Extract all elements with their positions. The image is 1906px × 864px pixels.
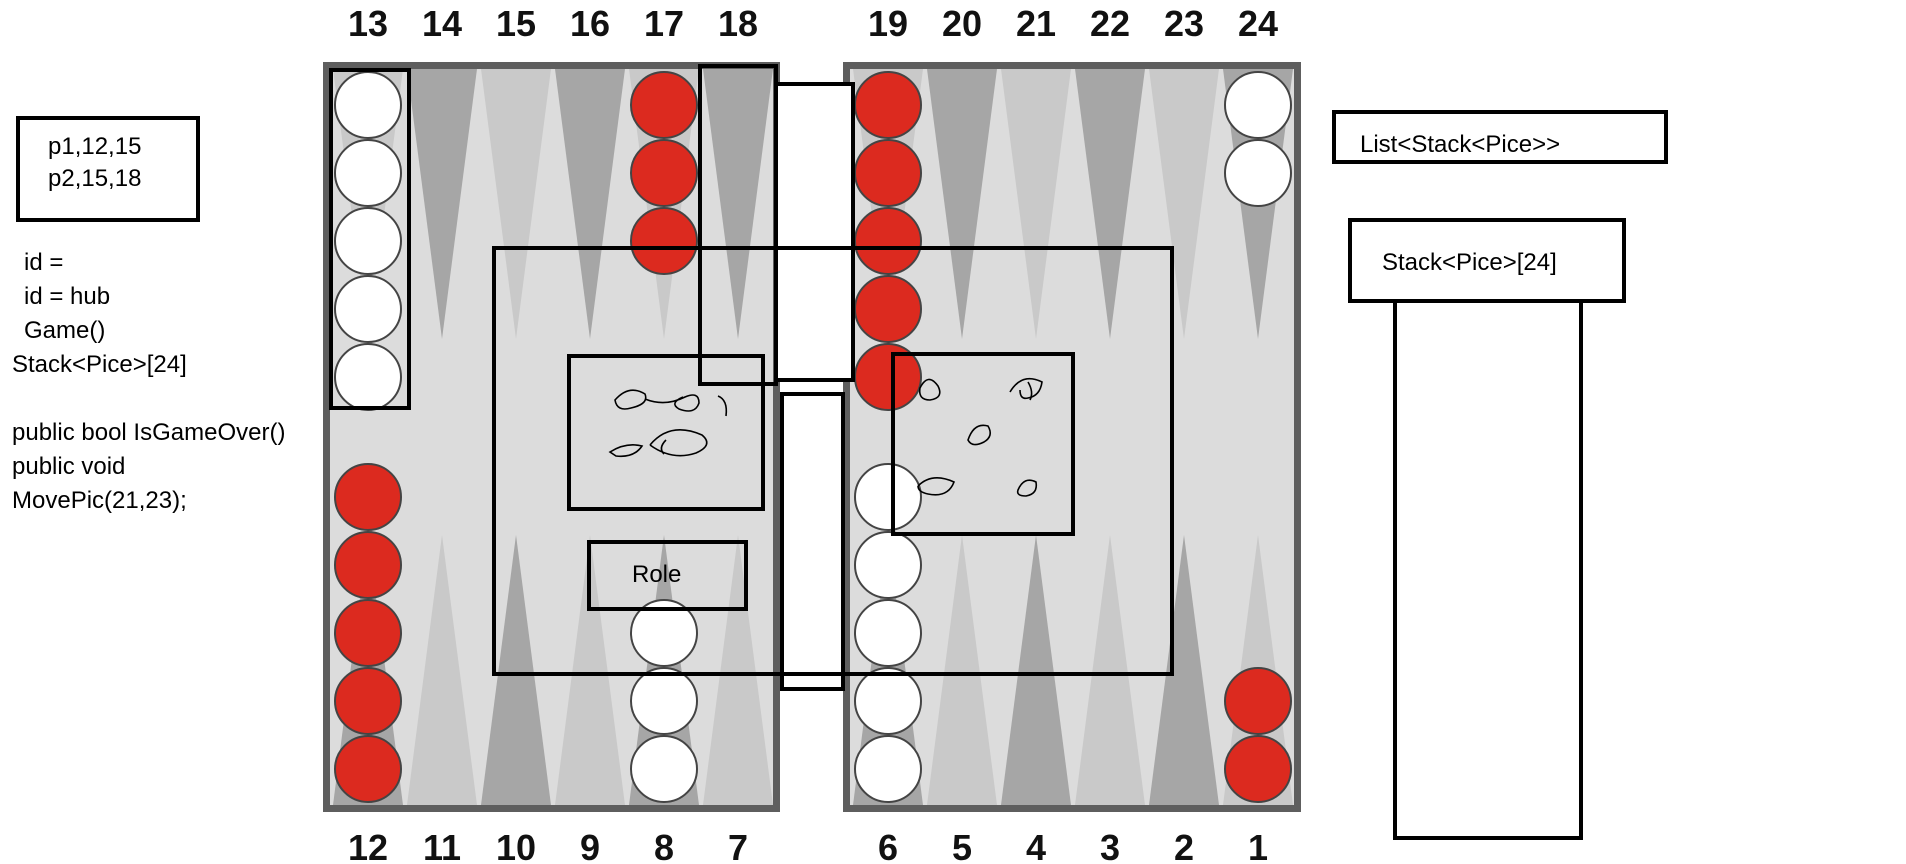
- role-button-box[interactable]: [587, 540, 748, 611]
- right-dice-scribbles: [917, 377, 1043, 497]
- white-checker[interactable]: [630, 599, 698, 667]
- white-checker[interactable]: [334, 343, 402, 411]
- bottom-point-label: 4: [1026, 827, 1046, 864]
- bottom-point-label: 2: [1174, 827, 1194, 864]
- point-13-highlight: [329, 68, 411, 410]
- red-checker[interactable]: [630, 207, 698, 275]
- white-checker[interactable]: [334, 139, 402, 207]
- white-checker[interactable]: [854, 463, 922, 531]
- point-triangle-7: [703, 535, 773, 805]
- red-checker[interactable]: [854, 71, 922, 139]
- point-triangle-18: [703, 69, 773, 339]
- bar-upper-box: [774, 82, 855, 382]
- top-point-label: 22: [1090, 3, 1130, 44]
- top-point-label: 24: [1238, 3, 1278, 44]
- point-triangle-2: [1149, 535, 1219, 805]
- white-checker[interactable]: [854, 599, 922, 667]
- point-triangle-4: [1001, 535, 1071, 805]
- point-triangle-10: [481, 535, 551, 805]
- point-triangle-11: [407, 535, 477, 805]
- left-dice-scribbles: [608, 389, 728, 458]
- bottom-point-label: 6: [878, 827, 898, 864]
- top-point-label: 23: [1164, 3, 1204, 44]
- point-triangle-3: [1075, 535, 1145, 805]
- bottom-point-label: 1: [1248, 827, 1268, 864]
- bottom-point-label: 7: [728, 827, 748, 864]
- red-checker[interactable]: [334, 735, 402, 803]
- left-dice-box: [567, 354, 765, 511]
- bar-lower-box: [780, 392, 845, 691]
- white-checker[interactable]: [630, 735, 698, 803]
- top-point-label: 15: [496, 3, 536, 44]
- point-triangle-22: [1075, 69, 1145, 339]
- stack-column-box: [1393, 299, 1583, 840]
- bottom-point-label: 3: [1100, 827, 1120, 864]
- red-checker[interactable]: [854, 139, 922, 207]
- white-checker[interactable]: [630, 667, 698, 735]
- hand-drawn-overlay: [16, 64, 1668, 840]
- point-triangle-16: [555, 69, 625, 339]
- red-checker[interactable]: [630, 139, 698, 207]
- list-stack-box: [1332, 110, 1668, 164]
- stack-array-label: Stack<Pice>[24]: [1382, 249, 1557, 276]
- code-line-id-hub: id = hub: [24, 283, 111, 310]
- red-checker[interactable]: [854, 207, 922, 275]
- role-button-label: Role: [632, 561, 682, 588]
- top-point-label: 17: [644, 3, 684, 44]
- bottom-point-label: 10: [496, 827, 536, 864]
- code-line-game: Game(): [24, 317, 106, 344]
- code-line-move-pic: MovePic(21,23);: [12, 487, 187, 514]
- bottom-point-label: 11: [423, 827, 461, 864]
- white-checker[interactable]: [1224, 71, 1292, 139]
- player-info-box: [16, 116, 200, 222]
- top-point-label: 20: [942, 3, 982, 44]
- right-dice-box: [891, 352, 1075, 536]
- white-checker[interactable]: [854, 531, 922, 599]
- list-stack-label: List<Stack<Pice>>: [1360, 131, 1561, 158]
- player-1-info: p1,12,15: [48, 133, 142, 160]
- white-checker[interactable]: [334, 71, 402, 139]
- red-checker[interactable]: [334, 531, 402, 599]
- red-checker[interactable]: [1224, 735, 1292, 803]
- top-point-label: 19: [868, 3, 908, 44]
- bottom-point-label: 8: [654, 827, 674, 864]
- red-checker[interactable]: [334, 599, 402, 667]
- point-triangle-21: [1001, 69, 1071, 339]
- red-checker[interactable]: [1224, 667, 1292, 735]
- bottom-point-label: 9: [580, 827, 600, 864]
- white-checker[interactable]: [334, 275, 402, 343]
- red-checker[interactable]: [854, 275, 922, 343]
- top-point-label: 13: [348, 3, 388, 44]
- point-triangle-15: [481, 69, 551, 339]
- point-triangle-14: [407, 69, 477, 339]
- top-point-label: 16: [570, 3, 610, 44]
- point-triangle-23: [1149, 69, 1219, 339]
- stack-array-box: [1348, 218, 1626, 303]
- red-checker[interactable]: [630, 71, 698, 139]
- code-line-stack: Stack<Pice>[24]: [12, 351, 187, 378]
- white-checker[interactable]: [1224, 139, 1292, 207]
- player-2-info: p2,15,18: [48, 165, 142, 192]
- white-checker[interactable]: [854, 735, 922, 803]
- red-checker[interactable]: [334, 667, 402, 735]
- point-triangle-20: [927, 69, 997, 339]
- game-area-box: [492, 246, 1174, 676]
- point-triangle-5: [927, 535, 997, 805]
- top-point-label: 18: [718, 3, 758, 44]
- code-line-is-game-over: public bool IsGameOver(): [12, 419, 286, 446]
- top-point-label: 14: [422, 3, 462, 44]
- point-triangle-9: [555, 535, 625, 805]
- code-line-id: id =: [24, 249, 64, 276]
- white-checker[interactable]: [334, 207, 402, 275]
- bottom-point-label: 5: [952, 827, 972, 864]
- top-point-label: 21: [1016, 3, 1056, 44]
- white-checker[interactable]: [854, 667, 922, 735]
- red-checker[interactable]: [334, 463, 402, 531]
- bottom-point-label: 12: [348, 827, 388, 864]
- code-line-public-void: public void: [12, 453, 126, 480]
